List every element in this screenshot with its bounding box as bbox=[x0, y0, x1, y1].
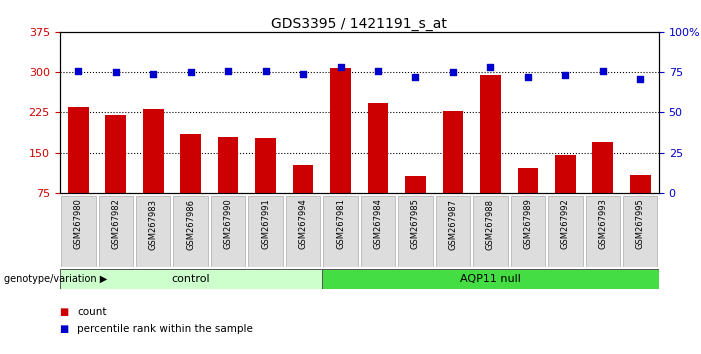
Text: GSM267981: GSM267981 bbox=[336, 199, 345, 250]
Text: GSM267995: GSM267995 bbox=[636, 199, 645, 249]
Text: GSM267994: GSM267994 bbox=[299, 199, 308, 249]
Point bbox=[335, 64, 346, 70]
Point bbox=[110, 69, 121, 75]
Bar bbox=[136, 196, 170, 267]
Point bbox=[559, 73, 571, 78]
Text: GSM267980: GSM267980 bbox=[74, 199, 83, 250]
Text: GSM267991: GSM267991 bbox=[261, 199, 270, 249]
Bar bbox=[473, 196, 508, 267]
Point bbox=[410, 74, 421, 80]
Bar bbox=[630, 175, 651, 193]
Point bbox=[485, 64, 496, 70]
Bar bbox=[60, 269, 322, 289]
Bar bbox=[398, 196, 433, 267]
Bar bbox=[436, 196, 470, 267]
Text: genotype/variation ▶: genotype/variation ▶ bbox=[4, 274, 107, 284]
Point bbox=[447, 69, 458, 75]
Point bbox=[522, 74, 533, 80]
Bar bbox=[293, 165, 313, 193]
Point bbox=[597, 68, 608, 73]
Bar bbox=[218, 137, 238, 193]
Text: count: count bbox=[77, 307, 107, 316]
Bar bbox=[322, 269, 659, 289]
Bar bbox=[517, 168, 538, 193]
Point bbox=[297, 71, 308, 76]
Bar bbox=[173, 196, 208, 267]
Bar bbox=[255, 138, 276, 193]
Text: GSM267986: GSM267986 bbox=[186, 199, 195, 250]
Bar bbox=[405, 176, 426, 193]
Bar bbox=[330, 68, 350, 193]
Bar bbox=[99, 196, 133, 267]
Bar bbox=[555, 155, 576, 193]
Text: ■: ■ bbox=[60, 324, 69, 334]
Bar bbox=[248, 196, 283, 267]
Text: GSM267982: GSM267982 bbox=[111, 199, 121, 250]
Text: GSM267993: GSM267993 bbox=[598, 199, 607, 250]
Bar bbox=[510, 196, 545, 267]
Bar bbox=[180, 134, 201, 193]
Text: GSM267985: GSM267985 bbox=[411, 199, 420, 250]
Point bbox=[73, 68, 84, 73]
Bar bbox=[623, 196, 658, 267]
Text: GSM267989: GSM267989 bbox=[524, 199, 532, 250]
Point bbox=[260, 68, 271, 73]
Bar bbox=[592, 142, 613, 193]
Text: GSM267988: GSM267988 bbox=[486, 199, 495, 250]
Bar bbox=[442, 111, 463, 193]
Point bbox=[185, 69, 196, 75]
Bar bbox=[585, 196, 620, 267]
Bar bbox=[361, 196, 395, 267]
Point bbox=[222, 68, 233, 73]
Text: GSM267992: GSM267992 bbox=[561, 199, 570, 249]
Bar bbox=[323, 196, 358, 267]
Text: GSM267987: GSM267987 bbox=[449, 199, 458, 250]
Bar bbox=[143, 109, 163, 193]
Bar bbox=[286, 196, 320, 267]
Bar bbox=[368, 103, 388, 193]
Bar bbox=[480, 75, 501, 193]
Text: GSM267984: GSM267984 bbox=[374, 199, 383, 250]
Text: AQP11 null: AQP11 null bbox=[460, 274, 521, 284]
Text: control: control bbox=[171, 274, 210, 284]
Bar bbox=[68, 107, 88, 193]
Bar bbox=[211, 196, 245, 267]
Text: GSM267983: GSM267983 bbox=[149, 199, 158, 250]
Bar bbox=[548, 196, 583, 267]
Text: ■: ■ bbox=[60, 307, 69, 316]
Text: GSM267990: GSM267990 bbox=[224, 199, 233, 249]
Bar bbox=[61, 196, 95, 267]
Point bbox=[634, 76, 646, 81]
Title: GDS3395 / 1421191_s_at: GDS3395 / 1421191_s_at bbox=[271, 17, 447, 31]
Bar bbox=[105, 115, 126, 193]
Text: percentile rank within the sample: percentile rank within the sample bbox=[77, 324, 253, 334]
Point bbox=[372, 68, 383, 73]
Point bbox=[148, 71, 159, 76]
